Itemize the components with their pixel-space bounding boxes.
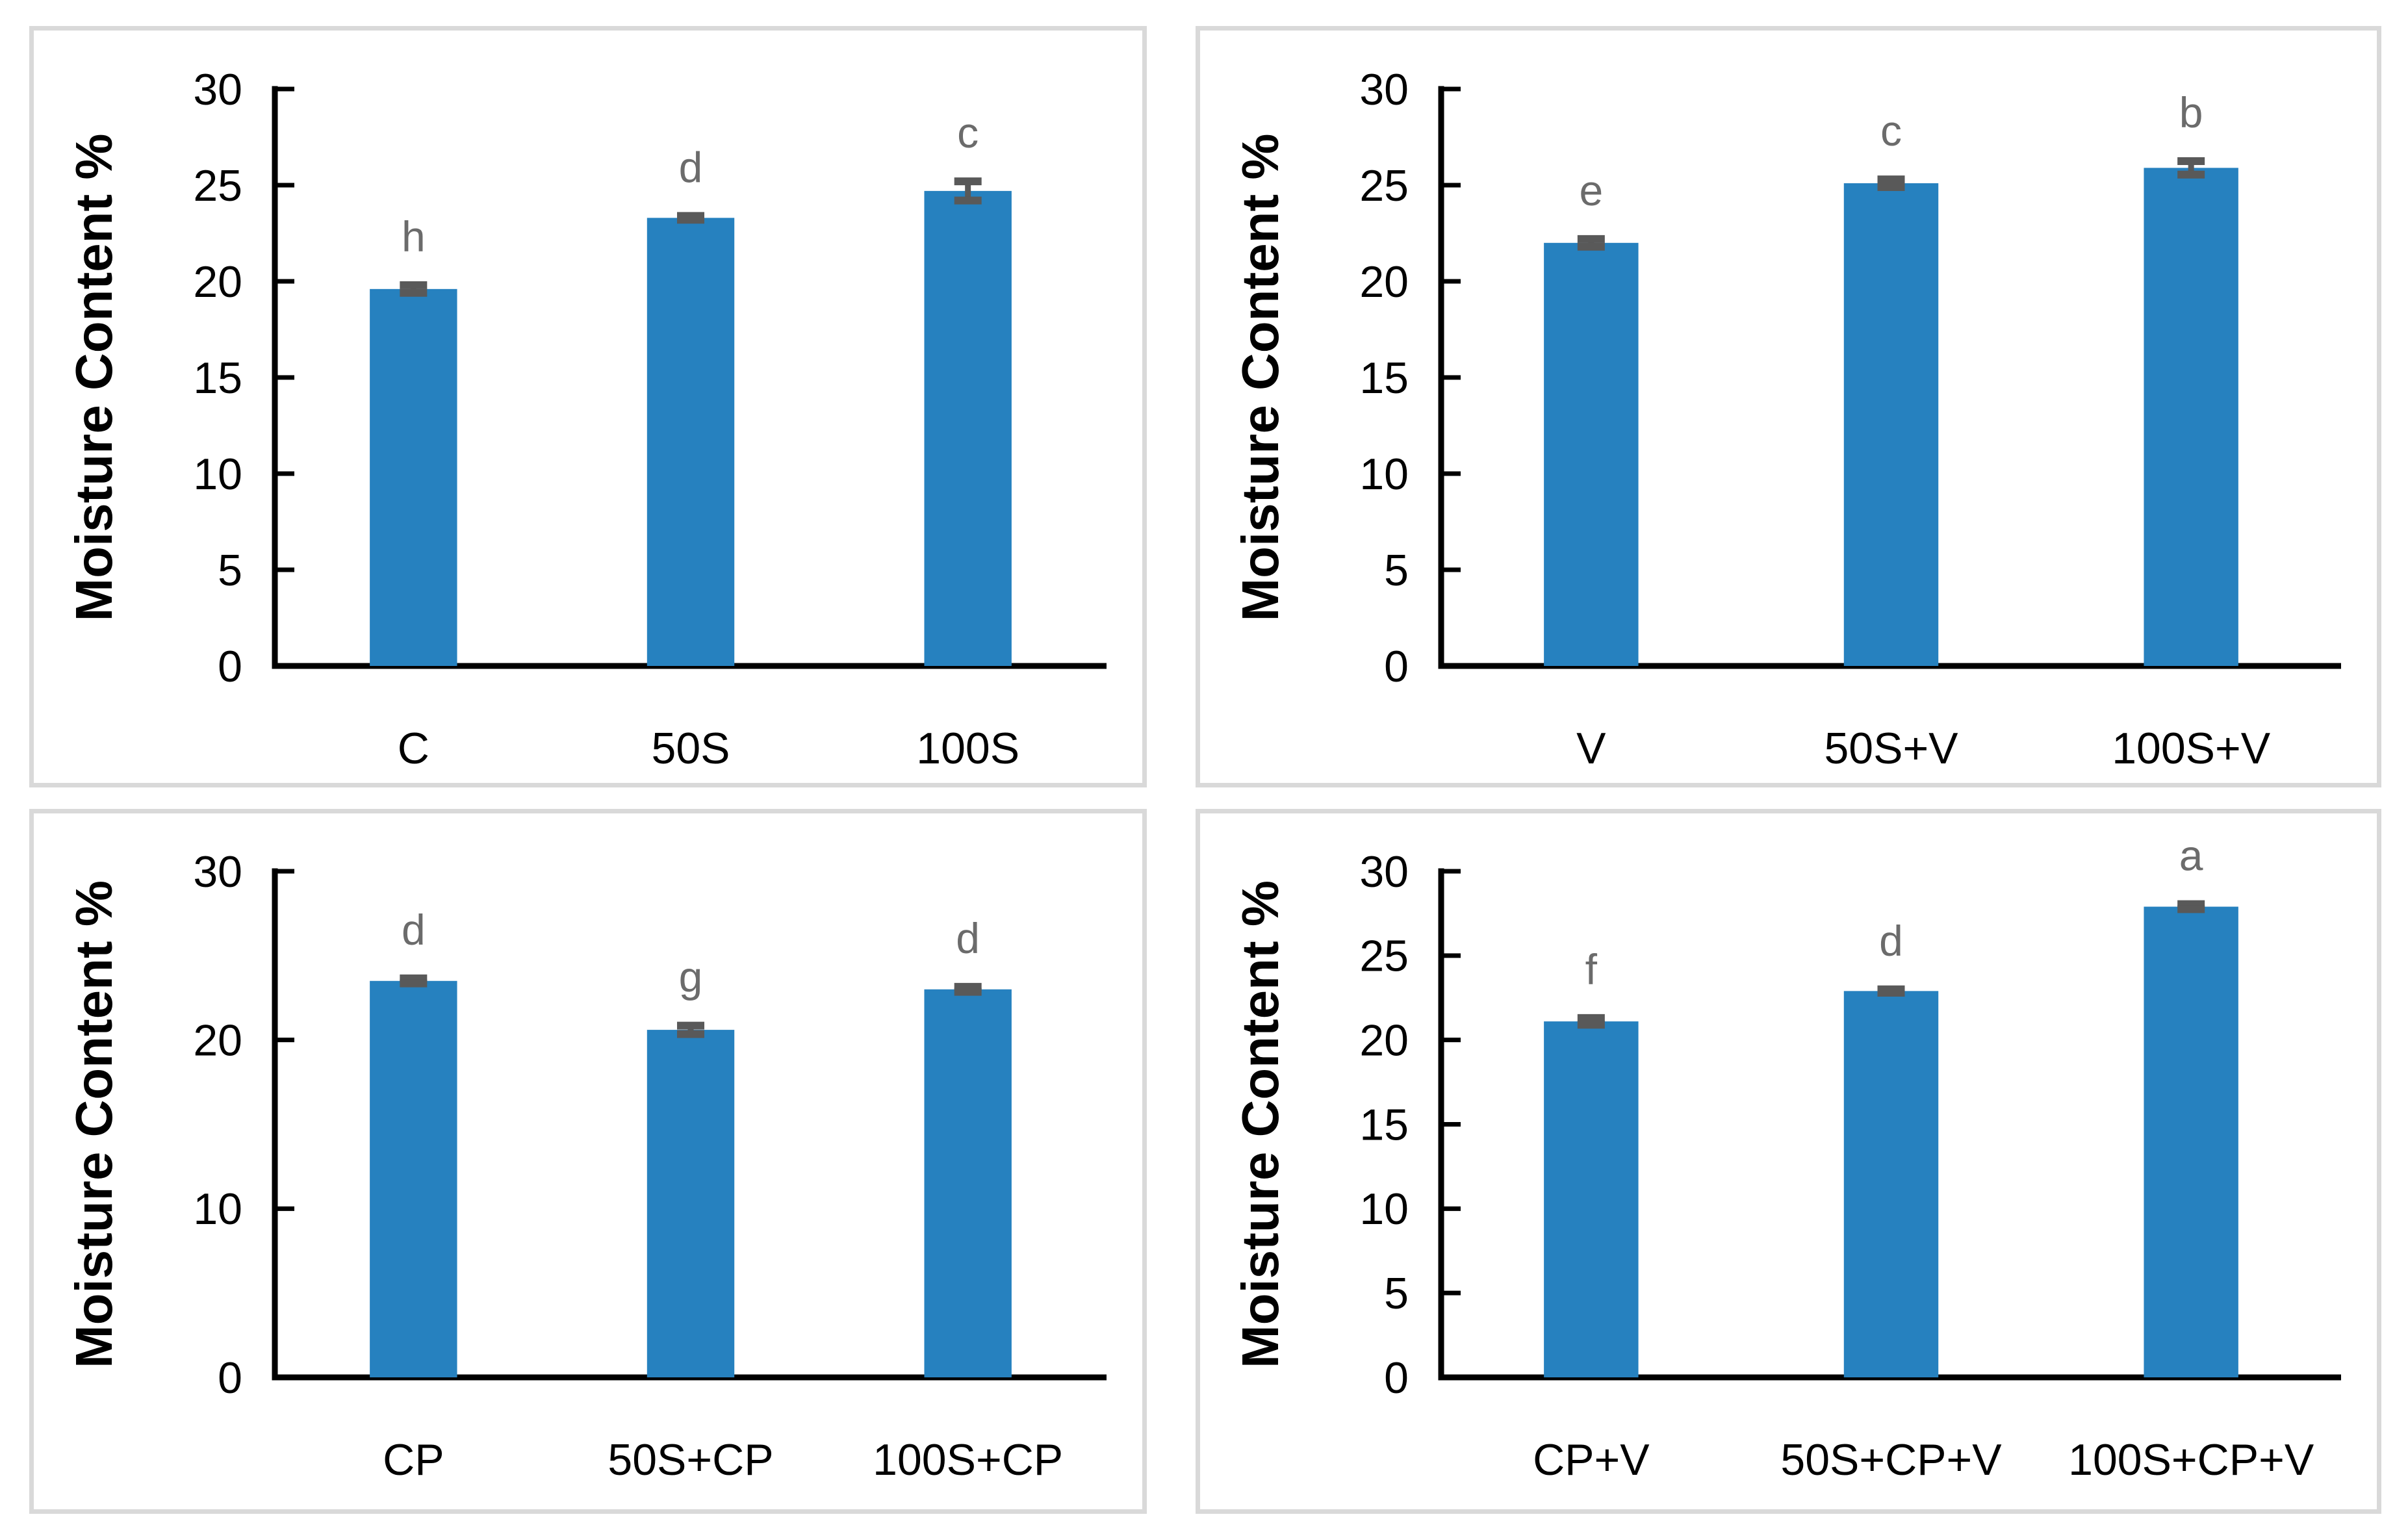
bar (370, 288, 457, 667)
bar (924, 989, 1012, 1377)
significance-letter: d (956, 914, 980, 962)
bar (2144, 168, 2238, 666)
bar (647, 1030, 735, 1377)
category-label: 50S+CP+V (1780, 1435, 2002, 1485)
y-tick-label: 0 (1384, 642, 1409, 691)
y-tick-label: 30 (1359, 847, 1409, 897)
y-axis-title: Moisture Content % (65, 133, 123, 621)
bar (1843, 991, 1939, 1377)
y-tick-label: 20 (1359, 1015, 1409, 1065)
bar-chart-top-right: Moisture Content % 0 5 10 15 20 25 30 e Vc 50S+V b 1… (1231, 65, 2341, 773)
chart-panel-bottom-left: Moisture Content % 0 10 20 30 d CP g 50S+CP d 100S… (29, 809, 1147, 1514)
bar-chart-bottom-left: Moisture Content % 0 10 20 30 d CP g 50S+CP d 100S… (65, 847, 1107, 1485)
significance-letter: d (402, 906, 426, 954)
bar (647, 218, 735, 666)
significance-letter: d (679, 143, 703, 191)
y-tick-label: 30 (193, 65, 242, 114)
y-tick-label: 15 (193, 353, 242, 403)
y-axis-title: Moisture Content % (1231, 880, 1289, 1368)
y-tick-label: 10 (193, 450, 242, 499)
bar (1544, 242, 1639, 666)
category-label: 100S+V (2112, 724, 2271, 773)
significance-letter: c (1880, 107, 1902, 155)
category-label: CP+V (1533, 1435, 1650, 1485)
significance-letter: c (957, 109, 979, 157)
significance-letter: d (1879, 917, 1903, 965)
y-tick-label: 0 (218, 642, 242, 691)
y-tick-label: 20 (193, 257, 242, 307)
y-tick-label: 5 (218, 546, 242, 595)
y-axis-title: Moisture Content % (1231, 133, 1289, 621)
chart-panel-bottom-right: Moisture Content % 0 5 10 15 20 25 30 f CP+V d 50S+… (1196, 809, 2381, 1514)
y-tick-label: 20 (193, 1015, 242, 1065)
significance-letter: g (679, 953, 703, 1001)
bar (370, 980, 457, 1377)
y-tick-label: 25 (1359, 161, 1409, 211)
significance-letter: f (1585, 945, 1598, 993)
y-tick-label: 10 (1359, 450, 1409, 499)
y-tick-label: 15 (1359, 1100, 1409, 1149)
y-tick-label: 25 (1359, 932, 1409, 981)
bar-chart-bottom-right: Moisture Content % 0 5 10 15 20 25 30 f CP+V d 50S+… (1231, 832, 2341, 1485)
y-tick-label: 30 (1359, 65, 1409, 114)
y-tick-label: 5 (1384, 546, 1409, 595)
category-label: 100S (916, 724, 1019, 773)
category-label: 100S+CP+V (2068, 1435, 2314, 1485)
y-tick-label: 15 (1359, 353, 1409, 403)
category-label: 50S (652, 724, 730, 773)
significance-letter: e (1579, 166, 1603, 214)
bar (2144, 906, 2238, 1377)
category-label: C (398, 724, 429, 773)
category-label: 50S+V (1824, 724, 1958, 773)
bar (1843, 183, 1939, 666)
y-tick-label: 10 (1359, 1184, 1409, 1234)
bar (924, 190, 1012, 666)
y-tick-label: 10 (193, 1184, 242, 1234)
y-tick-label: 0 (1384, 1353, 1409, 1403)
y-tick-label: 5 (1384, 1269, 1409, 1318)
bar-chart-top-left: Moisture Content % 0 5 10 15 20 25 30 h Cd 50S c 100… (65, 65, 1107, 773)
bar (1544, 1021, 1639, 1377)
y-tick-label: 20 (1359, 257, 1409, 307)
category-label: V (1576, 724, 1606, 773)
y-tick-label: 30 (193, 847, 242, 897)
category-label: 100S+CP (873, 1435, 1063, 1485)
y-tick-label: 0 (218, 1353, 242, 1403)
significance-letter: b (2179, 88, 2203, 136)
significance-letter: a (2179, 832, 2203, 880)
category-label: 50S+CP (608, 1435, 773, 1485)
category-label: CP (383, 1435, 444, 1485)
y-axis-title: Moisture Content % (65, 880, 123, 1368)
significance-letter: h (402, 212, 426, 261)
y-tick-label: 25 (193, 161, 242, 211)
